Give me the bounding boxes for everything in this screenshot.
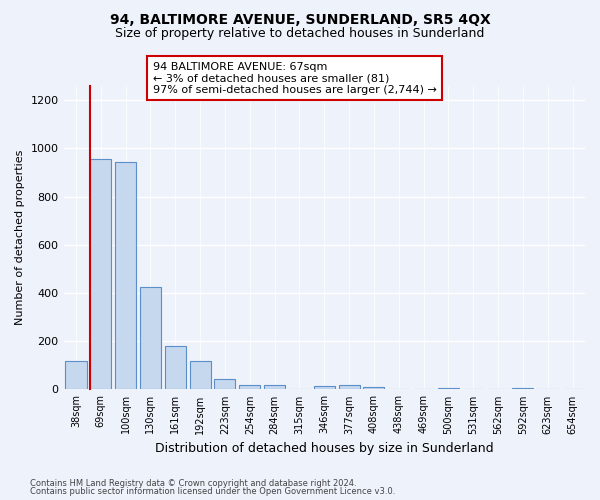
Bar — [438, 388, 459, 390]
Bar — [65, 360, 86, 390]
Y-axis label: Number of detached properties: Number of detached properties — [15, 150, 25, 326]
Bar — [165, 346, 186, 390]
Text: 94, BALTIMORE AVENUE, SUNDERLAND, SR5 4QX: 94, BALTIMORE AVENUE, SUNDERLAND, SR5 4Q… — [110, 12, 490, 26]
Text: Size of property relative to detached houses in Sunderland: Size of property relative to detached ho… — [115, 28, 485, 40]
Text: Contains public sector information licensed under the Open Government Licence v3: Contains public sector information licen… — [30, 487, 395, 496]
Bar — [512, 388, 533, 390]
Bar — [338, 385, 359, 390]
Bar — [364, 387, 385, 390]
Text: 94 BALTIMORE AVENUE: 67sqm
← 3% of detached houses are smaller (81)
97% of semi-: 94 BALTIMORE AVENUE: 67sqm ← 3% of detac… — [152, 62, 436, 94]
X-axis label: Distribution of detached houses by size in Sunderland: Distribution of detached houses by size … — [155, 442, 494, 455]
Bar — [314, 386, 335, 390]
Bar — [264, 385, 285, 390]
Bar — [214, 380, 235, 390]
Bar — [115, 162, 136, 390]
Bar — [190, 361, 211, 390]
Text: Contains HM Land Registry data © Crown copyright and database right 2024.: Contains HM Land Registry data © Crown c… — [30, 478, 356, 488]
Bar — [140, 287, 161, 390]
Bar — [90, 160, 112, 390]
Bar — [239, 384, 260, 390]
